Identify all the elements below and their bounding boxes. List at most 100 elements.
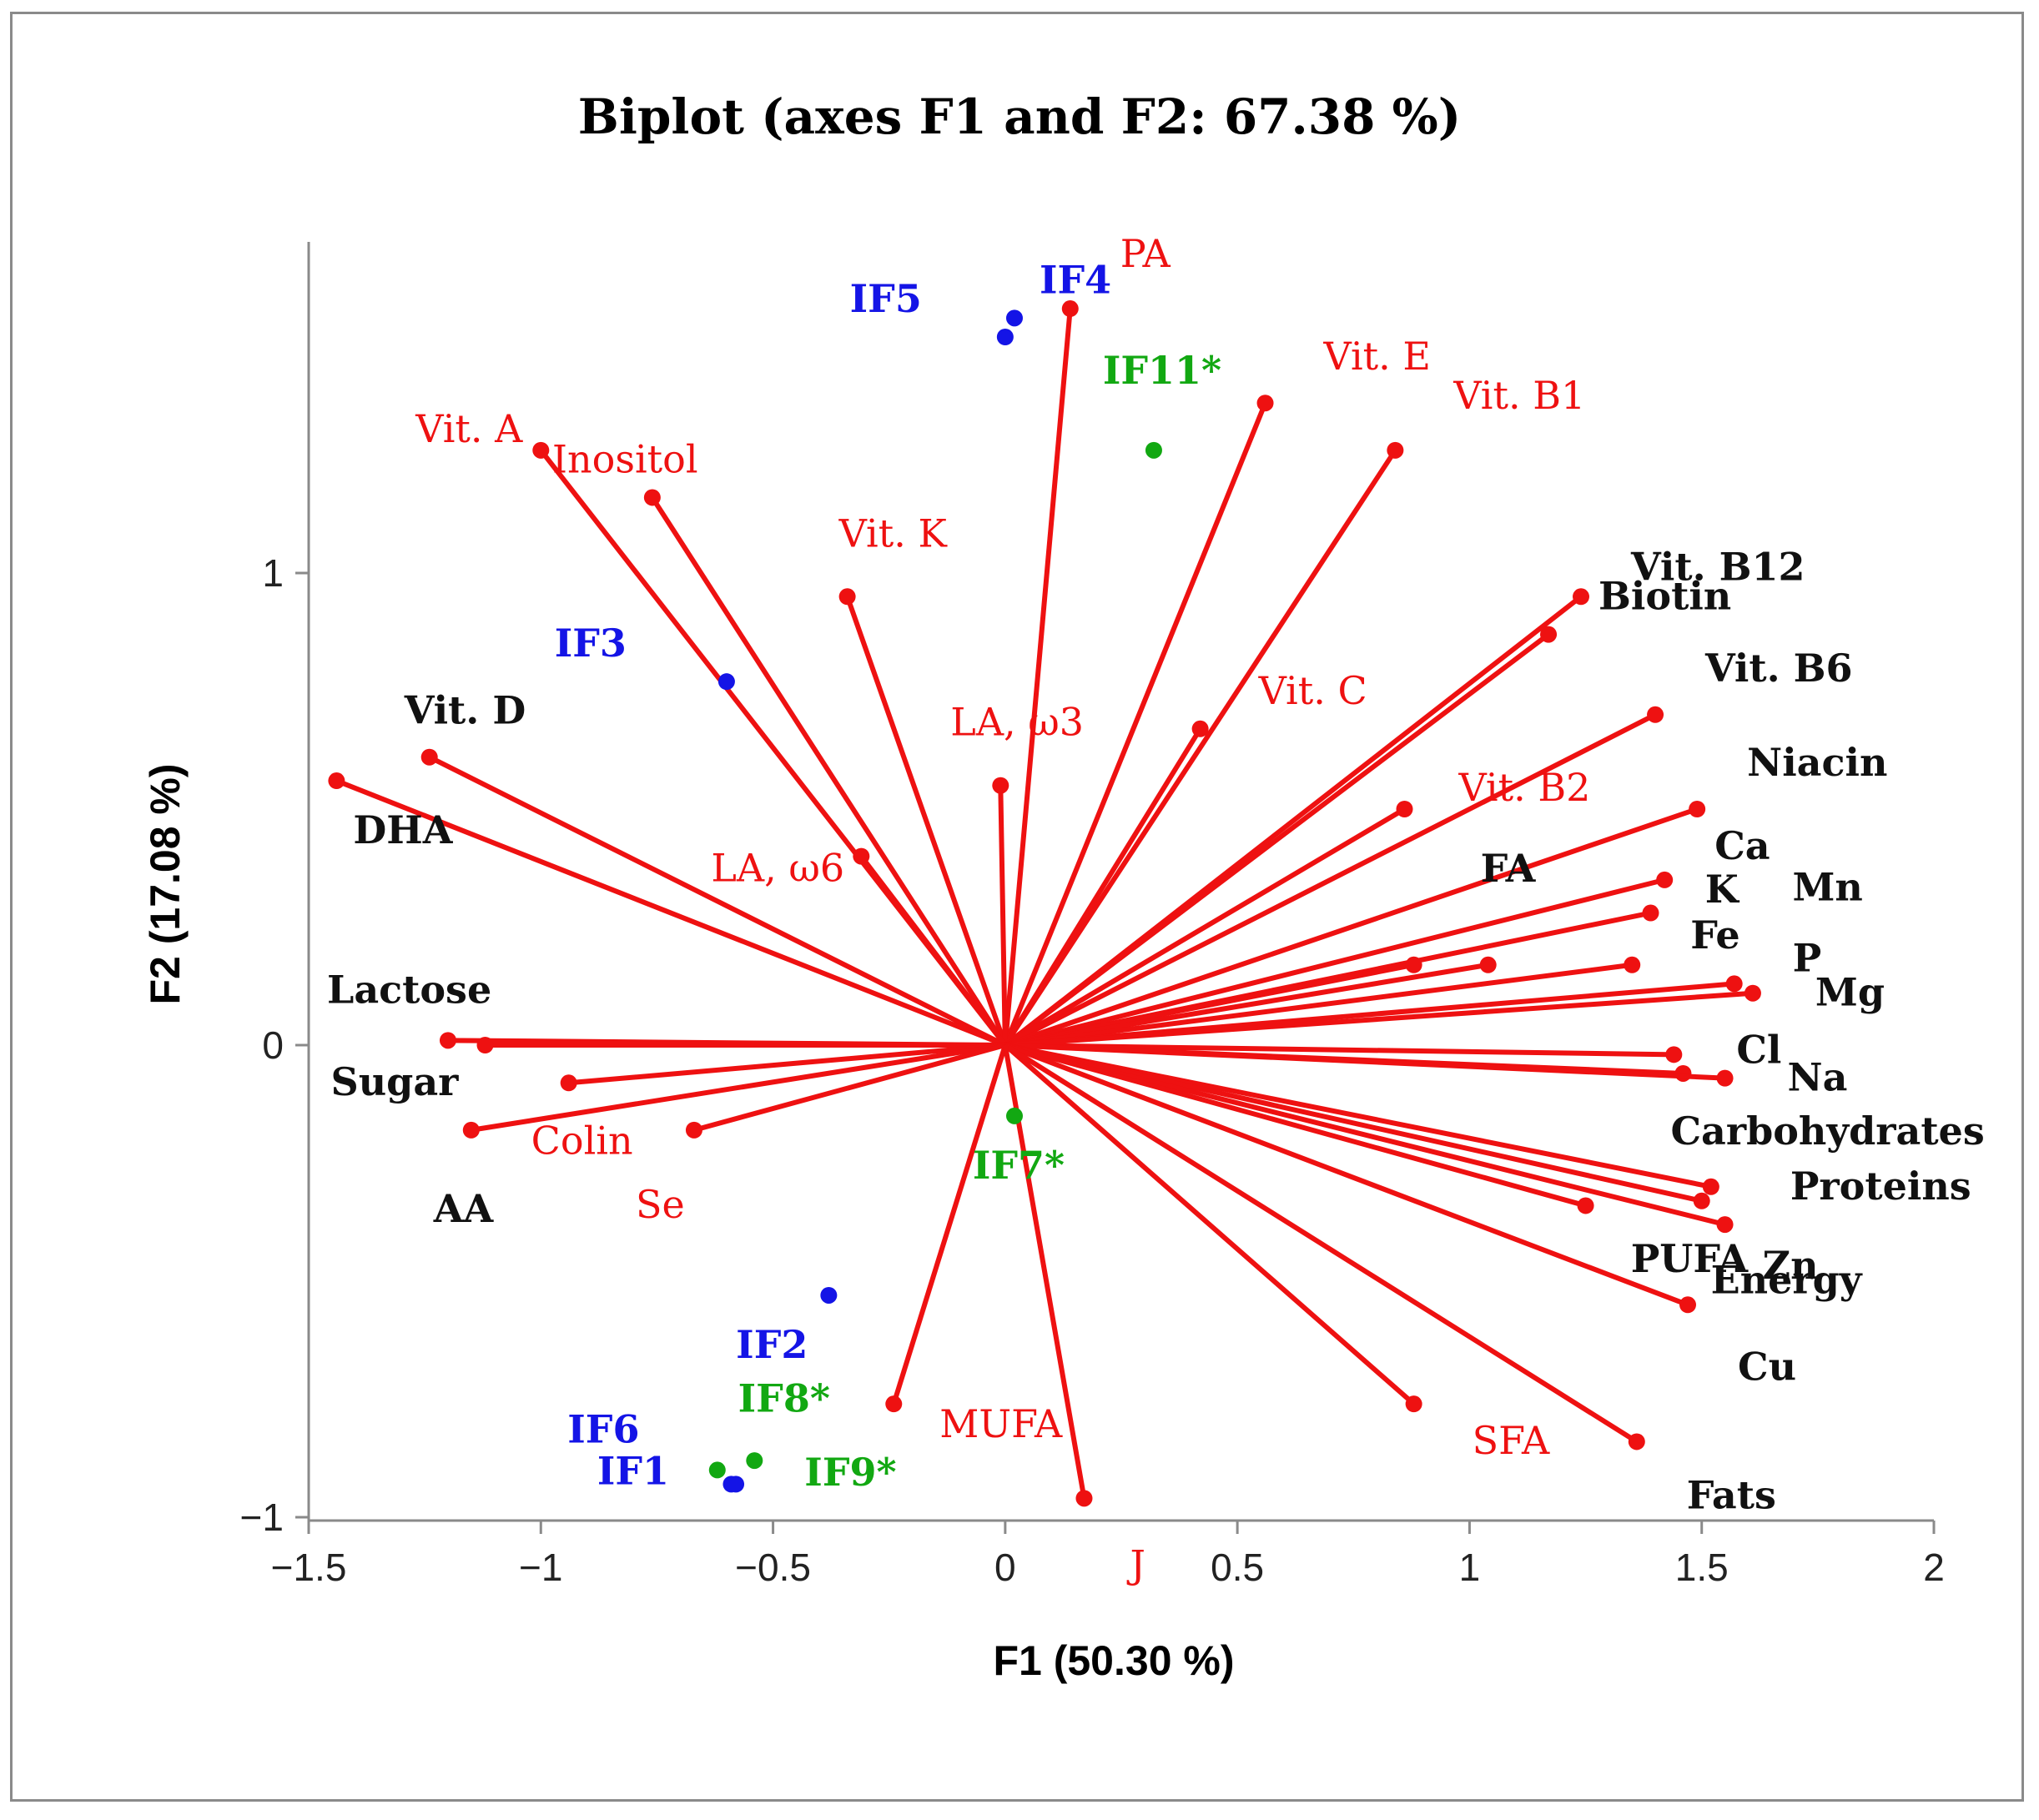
vector-aa — [471, 1043, 1006, 1133]
vector-zn — [1004, 1043, 1726, 1227]
vector-tip — [1191, 720, 1209, 737]
vector-tip — [1573, 588, 1590, 606]
variable-label: Zn — [1763, 1243, 1819, 1288]
vector-tip — [853, 847, 870, 865]
vector-tip — [1624, 956, 1641, 973]
vector-tip — [1702, 1178, 1719, 1195]
vector-pa — [1002, 308, 1073, 1046]
vector-tip — [1479, 956, 1497, 973]
vector-tip — [1577, 1197, 1594, 1214]
vector-tip — [1689, 801, 1706, 817]
vector-tip — [1656, 871, 1674, 888]
variable-label: AA — [433, 1186, 495, 1231]
variable-label: Vit. A — [415, 406, 523, 451]
vector-fe — [1004, 962, 1633, 1048]
variable-label: Niacin — [1747, 740, 1887, 785]
variable-label: Vit. B12 — [1630, 544, 1805, 589]
observation-point — [996, 329, 1014, 345]
observation-point — [708, 1461, 726, 1479]
vector-tip — [1716, 1069, 1734, 1087]
variable-label: Energy — [1711, 1257, 1863, 1302]
vector-tip — [1647, 706, 1664, 723]
variable-label: Cl — [1736, 1027, 1781, 1072]
vector-tip — [462, 1121, 480, 1139]
variable-label: Colin — [531, 1118, 633, 1163]
variable-label: PUFA — [1631, 1236, 1750, 1281]
variable-label: SFA — [1473, 1418, 1550, 1463]
variable-label: Sugar — [330, 1059, 459, 1104]
variable-label: LA, ω6 — [711, 846, 844, 891]
observation-label: IF1 — [597, 1448, 669, 1493]
observation-label: IF3 — [555, 621, 627, 666]
vector-tip — [643, 489, 661, 506]
variable-label: Vit. C — [1258, 668, 1367, 713]
observation-point — [746, 1452, 763, 1470]
variable-label: Na — [1788, 1055, 1848, 1100]
vector-cl — [1004, 1043, 1674, 1058]
vector-na — [1004, 1043, 1725, 1081]
vector-fats — [1004, 1043, 1639, 1444]
observation-point — [1145, 441, 1162, 459]
vector-mg — [1004, 990, 1754, 1048]
variable-label: K — [1705, 867, 1740, 912]
observation-points — [708, 309, 1162, 1493]
vector-vit-b1 — [1003, 449, 1397, 1047]
point-labels: PA Vit. E Vit. B1 Vit. A Inositol Vit. K Vit. … — [327, 231, 1985, 1586]
vector-tip — [885, 1395, 903, 1413]
variable-label: Cu — [1738, 1344, 1796, 1389]
vector-tip — [1725, 975, 1743, 993]
x-tick-label: 0 — [994, 1546, 1016, 1589]
vector-tip — [420, 748, 438, 766]
vector-tip — [476, 1037, 494, 1053]
observation-label: IF11* — [1103, 348, 1221, 393]
vector-vit-e — [1003, 402, 1268, 1047]
variable-label: Mn — [1792, 865, 1862, 910]
variable-label: Mg — [1815, 970, 1885, 1015]
vector-tip — [1396, 801, 1413, 817]
vector-vit-d — [428, 755, 1007, 1048]
vector-vit-k — [844, 596, 1008, 1046]
vector-tip — [838, 588, 856, 606]
vector-se — [693, 1043, 1006, 1133]
variable-label: Ca — [1714, 823, 1770, 868]
vector-dha — [335, 778, 1006, 1048]
observation-label: IF4 — [1040, 257, 1111, 302]
variable-label: LA, ω3 — [950, 700, 1084, 745]
variable-label: Vit. E — [1323, 334, 1431, 379]
x-tick-label: −1.5 — [271, 1546, 347, 1589]
vector-tip — [1405, 1395, 1422, 1413]
variable-label: Se — [636, 1182, 685, 1227]
observation-point — [727, 1476, 745, 1493]
variable-label: PA — [1120, 231, 1171, 276]
vector-tip — [1716, 1216, 1734, 1234]
vector-tip — [1061, 300, 1079, 318]
vector-proteins — [1004, 1043, 1712, 1189]
vector-vit-b6 — [1004, 712, 1657, 1048]
x-tick-label: 1.5 — [1675, 1546, 1729, 1589]
vector-energy — [1004, 1043, 1587, 1209]
vector-tip — [1075, 1490, 1093, 1507]
variable-label: Carbohydrates — [1670, 1109, 1984, 1154]
vector-tip — [1628, 1433, 1645, 1450]
observation-label: IF6 — [567, 1406, 639, 1451]
variable-vectors — [328, 300, 1761, 1507]
variable-label: Biotin — [1598, 574, 1731, 619]
variable-label: DHA — [353, 807, 453, 852]
observation-label: IF9* — [804, 1450, 896, 1495]
variable-label: Vit. K — [838, 510, 949, 556]
variable-label: Vit. B1 — [1452, 373, 1585, 418]
variable-label: P — [1793, 935, 1822, 980]
vector-tip — [532, 441, 550, 459]
x-axis-title: F1 (50.30 %) — [993, 1637, 1234, 1684]
x-tick-label: −1 — [519, 1546, 562, 1589]
observation-point — [1005, 1107, 1023, 1124]
vector-tip — [1642, 904, 1659, 922]
chart-title: Biplot (axes F1 and F2: 67.38 %) — [578, 88, 1461, 145]
variable-label: MUFA — [939, 1401, 1063, 1446]
observation-label: IF5 — [850, 276, 922, 321]
observation-label: IF8* — [738, 1375, 830, 1420]
vector-ca — [1004, 877, 1665, 1048]
x-tick-label: 2 — [1923, 1546, 1945, 1589]
variable-label: Vit. B2 — [1458, 765, 1591, 810]
